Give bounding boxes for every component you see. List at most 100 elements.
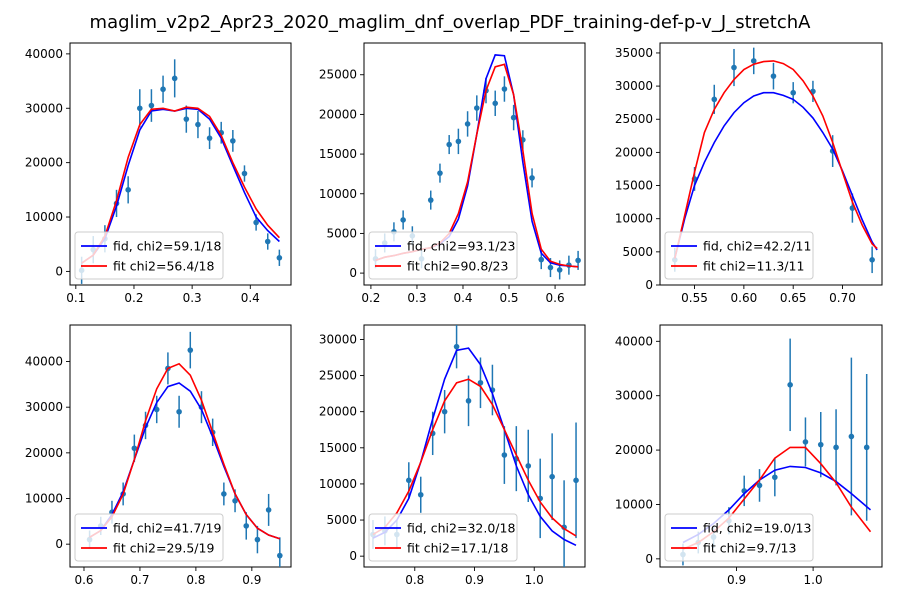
data-point xyxy=(477,379,484,386)
data-point xyxy=(437,170,443,176)
data-point xyxy=(573,477,579,484)
x-tick-label: 0.9 xyxy=(242,573,261,587)
data-point xyxy=(171,75,178,82)
x-tick-label: 0.1 xyxy=(66,291,85,305)
y-tick-label: 30000 xyxy=(615,389,653,403)
axes-frame xyxy=(69,324,292,568)
legend-fid-label: fid, chi2=42.2/11 xyxy=(703,239,811,254)
y-tick-label: 5000 xyxy=(326,513,357,527)
x-tick-label: 0.2 xyxy=(361,291,380,305)
y-tick-label: 15000 xyxy=(319,147,357,161)
data-point xyxy=(833,444,839,451)
y-tick-label: 15000 xyxy=(319,441,357,455)
data-point xyxy=(787,382,793,388)
subplot-6: 0.9 1.0 0 10000 20000 30000 40000 fid, chi2=19.… xyxy=(615,324,883,587)
data-point xyxy=(529,175,535,181)
legend-fid-label: fid, chi2=41.7/19 xyxy=(113,521,221,536)
data-point xyxy=(770,73,777,79)
data-point xyxy=(187,347,194,353)
data-point xyxy=(136,105,143,112)
x-tick-label: 0.65 xyxy=(780,291,807,305)
data-point xyxy=(400,217,406,223)
legend: fid, chi2=42.2/11 fit chi2=11.3/11 xyxy=(664,231,814,280)
x-tick-label: 1.0 xyxy=(525,573,544,587)
x-tick-label: 0.3 xyxy=(183,291,202,305)
axes-frame xyxy=(659,324,883,568)
y-tick-label: 40000 xyxy=(25,47,63,61)
legend-box xyxy=(664,231,814,280)
legend: fid, chi2=19.0/13 fit chi2=9.7/13 xyxy=(664,513,814,562)
data-point xyxy=(264,238,271,245)
data-point xyxy=(474,105,480,111)
data-point xyxy=(230,138,236,144)
data-point xyxy=(277,552,283,559)
y-tick-label: 35000 xyxy=(615,46,653,60)
legend-fit-label: fit chi2=17.1/18 xyxy=(407,541,508,556)
subplot-4: 0.6 0.7 0.8 0.9 0 10000 20000 30000 40000 fid, ch… xyxy=(25,324,292,587)
y-tick-label: 30000 xyxy=(25,400,63,414)
data-point xyxy=(848,433,855,440)
data-point xyxy=(441,408,448,415)
data-point xyxy=(869,257,875,263)
data-point xyxy=(802,439,809,445)
subplot-1: 0.1 0.2 0.3 0.4 0 10000 20000 30000 40000 fid, ch… xyxy=(25,42,292,305)
legend-fit-label: fit chi2=56.4/18 xyxy=(113,259,214,274)
data-point xyxy=(176,408,182,415)
fid-curve xyxy=(372,347,577,547)
x-tick-label: 0.4 xyxy=(453,291,472,305)
data-point xyxy=(221,491,227,497)
data-point xyxy=(455,138,462,145)
data-point xyxy=(556,267,563,273)
figure-title: maglim_v2p2_Apr23_2020_maglim_dnf_overla… xyxy=(89,12,811,33)
y-tick-label: 10000 xyxy=(25,210,63,224)
x-tick-label: 1.0 xyxy=(804,573,823,587)
fit-curve xyxy=(89,362,281,540)
data-point xyxy=(501,86,508,92)
data-point xyxy=(253,219,259,226)
data-point xyxy=(525,463,532,469)
y-tick-label: 30000 xyxy=(319,332,357,346)
y-tick-label: 5000 xyxy=(326,226,357,240)
data-point xyxy=(817,441,824,448)
y-tick-label: 10000 xyxy=(25,492,63,506)
legend-box xyxy=(368,513,518,562)
data-point xyxy=(501,452,508,458)
y-tick-label: 25000 xyxy=(319,68,357,82)
data-point xyxy=(772,474,778,481)
legend-fit-label: fit chi2=90.8/23 xyxy=(407,259,508,274)
data-point xyxy=(549,473,555,480)
x-tick-label: 0.70 xyxy=(829,291,856,305)
y-tick-label: 10000 xyxy=(319,477,357,491)
legend: fid, chi2=32.0/18 fit chi2=17.1/18 xyxy=(368,513,518,562)
data-point xyxy=(750,58,757,64)
axes-frame xyxy=(69,42,292,286)
data-point xyxy=(453,343,460,350)
data-point xyxy=(417,491,424,498)
y-tick-label: 15000 xyxy=(615,179,653,193)
data-point xyxy=(863,444,870,451)
x-tick-label: 0.55 xyxy=(681,291,708,305)
y-tick-label: 0 xyxy=(645,278,653,292)
y-tick-label: 0 xyxy=(349,266,357,280)
axes-frame xyxy=(659,42,883,286)
fid-curve xyxy=(674,91,878,259)
y-tick-label: 10000 xyxy=(319,187,357,201)
axes-frame xyxy=(363,42,586,286)
data-point xyxy=(160,86,166,93)
data-point xyxy=(731,64,737,71)
x-tick-label: 0.2 xyxy=(124,291,143,305)
legend-box xyxy=(664,513,814,562)
data-point xyxy=(232,497,238,504)
x-tick-label: 0.6 xyxy=(546,291,565,305)
legend-fit-label: fit chi2=9.7/13 xyxy=(703,541,796,556)
data-point xyxy=(446,141,452,148)
data-point xyxy=(790,89,796,96)
subplot-3: 0.55 0.60 0.65 0.70 0 5000 10000 15000 20000 2500… xyxy=(615,42,883,305)
legend-fid-label: fid, chi2=93.1/23 xyxy=(407,239,515,254)
legend-box xyxy=(74,513,224,562)
y-tick-label: 20000 xyxy=(615,145,653,159)
y-tick-label: 20000 xyxy=(319,405,357,419)
x-tick-label: 0.3 xyxy=(407,291,426,305)
y-tick-label: 40000 xyxy=(25,355,63,369)
y-tick-label: 0 xyxy=(55,264,63,278)
